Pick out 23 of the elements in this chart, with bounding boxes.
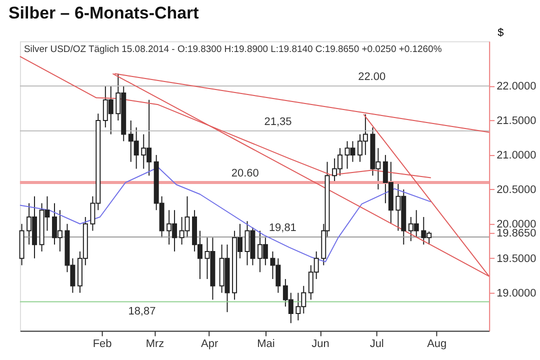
ref-line-label: 21,35 — [264, 116, 292, 128]
ref-line-label: 20.60 — [231, 168, 259, 180]
x-tick-label: Mrz — [146, 338, 164, 350]
chart-title: Silber – 6-Monats-Chart — [8, 3, 200, 22]
y-tick-label: 20.0000 — [496, 218, 536, 230]
x-tick-label: Jun — [312, 338, 330, 350]
ref-line-label: 22.00 — [358, 71, 386, 84]
ref-line-label: 19,81 — [268, 222, 296, 234]
annotation: Silver USD/OZ Täglich 15.08.2014 - O:19.8300 H:19.8900 L:19.8140 C:19.8650 +0.0250 +0.1260% — [24, 44, 442, 56]
ref-line-label: 18,87 — [128, 306, 156, 318]
y-tick-label: 19.0000 — [496, 287, 536, 300]
y-axis-title: $ — [498, 26, 504, 39]
y-tick-label: 22.0000 — [496, 80, 536, 93]
x-tick-label: Mai — [257, 338, 275, 350]
y-tick-label: 21.0000 — [496, 149, 536, 162]
y-tick-label: 19.8650 — [496, 228, 536, 240]
y-tick-label: 21.5000 — [496, 115, 536, 127]
y-tick-label: 20.5000 — [496, 184, 536, 196]
x-tick-label: Feb — [92, 338, 112, 350]
x-tick-label: Aug — [427, 338, 447, 350]
x-tick-label: Apr — [201, 338, 218, 350]
x-tick-label: Jul — [370, 338, 384, 350]
y-tick-label: 19.5000 — [496, 252, 536, 265]
